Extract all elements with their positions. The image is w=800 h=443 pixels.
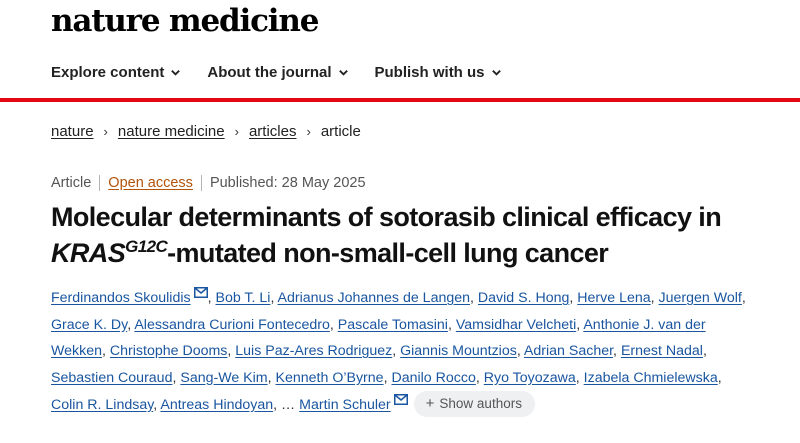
chevron-right-icon: ›	[306, 124, 311, 139]
author-link[interactable]: Giannis Mountzios	[400, 343, 517, 359]
author-link[interactable]: Bob T. Li	[215, 290, 271, 306]
author-link[interactable]: Danilo Rocco	[391, 369, 476, 386]
author-link[interactable]: Grace K. Dy	[51, 316, 128, 333]
author-link[interactable]: Pascale Tomasini	[337, 316, 448, 333]
published-date: Published: 28 May 2025	[209, 175, 366, 191]
author-link[interactable]: Ernest Nadal	[620, 343, 703, 359]
author-link[interactable]: Luis Paz-Ares Rodriguez	[235, 343, 393, 359]
show-authors-label: Show authors	[439, 396, 522, 411]
author-link[interactable]: Ferdinandos Skoulidis	[51, 290, 191, 306]
chevron-right-icon: ›	[103, 124, 108, 139]
chevron-down-icon	[338, 67, 349, 78]
mail-icon[interactable]	[193, 287, 208, 298]
site-logo[interactable]: nature medicine	[51, 3, 319, 39]
author-link[interactable]: Anthonie J. van der Wekken	[51, 316, 706, 360]
article-title: Molecular determinants of sotorasib clin…	[51, 199, 771, 271]
breadcrumb-current: article	[320, 123, 361, 140]
chevron-down-icon	[170, 67, 181, 78]
authors-ellipsis: …	[281, 397, 296, 413]
author-link[interactable]: Sebastien Couraud	[51, 369, 173, 386]
breadcrumb-articles[interactable]: articles	[248, 123, 297, 140]
breadcrumb: nature › nature medicine › articles › ar…	[51, 123, 361, 140]
author-link[interactable]: Adrianus Johannes de Langen	[277, 290, 471, 306]
author-link[interactable]: Juergen Wolf	[658, 290, 742, 306]
author-link[interactable]: Antreas Hindoyan	[160, 397, 274, 413]
article-meta: Article Open access Published: 28 May 20…	[51, 175, 366, 191]
mail-icon[interactable]	[393, 394, 408, 405]
author-link[interactable]: Kenneth O’Byrne	[275, 369, 384, 386]
title-superscript: G12C	[125, 237, 168, 256]
nav-about-journal[interactable]: About the journal	[207, 64, 348, 81]
author-link[interactable]: Ryo Toyozawa	[483, 369, 576, 386]
author-link[interactable]: Colin R. Lindsay	[51, 397, 154, 413]
nav-label: About the journal	[207, 64, 332, 81]
author-link[interactable]: Sang-We Kim	[180, 369, 268, 386]
nav-label: Explore content	[51, 64, 165, 81]
meta-divider	[99, 175, 101, 191]
breadcrumb-nature[interactable]: nature	[51, 123, 94, 140]
author-link[interactable]: Adrian Sacher	[523, 343, 614, 359]
plus-icon: +	[425, 395, 435, 412]
author-link[interactable]: Alessandra Curioni Fontecedro	[134, 316, 330, 333]
author-list: Ferdinandos Skoulidis, Bob T. Li, Adrian…	[51, 285, 751, 419]
nav-publish-with-us[interactable]: Publish with us	[375, 64, 502, 81]
author-link[interactable]: Herve Lena	[577, 290, 651, 306]
main-nav: Explore content About the journal Publis…	[51, 64, 502, 81]
breadcrumb-nature-medicine[interactable]: nature medicine	[117, 123, 225, 140]
chevron-right-icon: ›	[234, 124, 239, 139]
title-gene: KRAS	[51, 238, 126, 268]
show-authors-button[interactable]: + Show authors	[413, 391, 535, 417]
author-link[interactable]: Martin Schuler	[299, 397, 391, 413]
title-text: -mutated non-small-cell lung cancer	[167, 238, 609, 268]
title-text: Molecular determinants of sotorasib clin…	[51, 202, 722, 232]
nav-label: Publish with us	[374, 64, 485, 81]
meta-divider	[200, 175, 202, 191]
author-link[interactable]: Vamsidhar Velcheti	[455, 316, 577, 333]
chevron-down-icon	[491, 67, 502, 78]
open-access-link[interactable]: Open access	[108, 175, 193, 191]
article-type: Article	[51, 175, 92, 191]
author-link[interactable]: Christophe Dooms	[109, 343, 228, 359]
header-accent-bar	[0, 98, 800, 102]
author-link[interactable]: Izabela Chmielewska	[583, 369, 718, 386]
nav-explore-content[interactable]: Explore content	[51, 64, 181, 81]
author-link[interactable]: David S. Hong	[477, 290, 570, 306]
